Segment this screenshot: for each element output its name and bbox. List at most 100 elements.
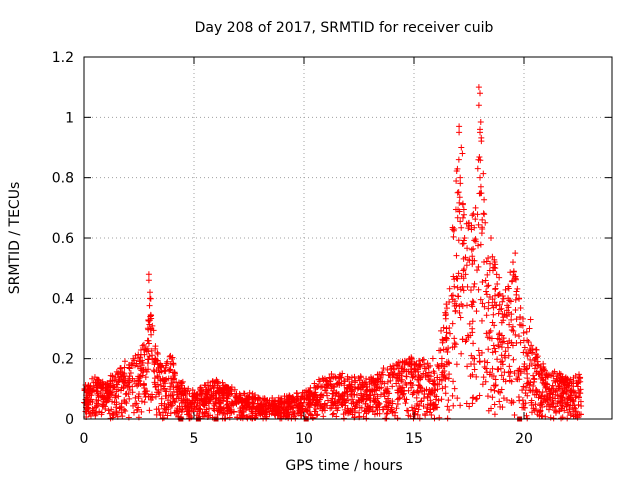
data-point [352,379,359,386]
data-point [205,387,212,394]
data-point [142,390,149,397]
data-point [416,415,423,422]
data-point [456,194,463,201]
data-point [134,406,141,413]
data-point [563,403,570,410]
data-point [321,407,328,414]
data-point [470,245,477,252]
data-point [481,303,488,310]
data-point [451,340,458,347]
data-point [530,372,537,379]
data-point [491,299,498,306]
data-point [224,398,231,405]
data-point [280,404,287,411]
data-point [489,349,496,356]
y-tick-label: 0.2 [52,352,74,368]
data-point [455,206,462,213]
data-point [469,318,476,325]
data-point [533,406,540,413]
data-point [371,398,378,405]
data-point [547,390,554,397]
data-point [459,200,466,207]
data-point [384,385,391,392]
data-point [132,400,139,407]
data-point [408,384,415,391]
data-point [86,410,93,417]
data-point [498,344,505,351]
data-point [547,414,554,421]
data-point [498,372,505,379]
data-point [485,282,492,289]
data-point [393,405,400,412]
data-point [418,398,425,405]
data-point [492,376,499,383]
data-point [159,409,166,416]
data-point [313,412,320,419]
data-point [148,331,155,338]
data-point [152,343,159,350]
data-point [524,370,531,377]
data-point [135,363,142,370]
data-point [485,255,492,262]
data-point [467,287,474,294]
data-point [123,390,130,397]
data-point [441,363,448,370]
data-point [250,395,257,402]
data-point [458,144,465,151]
data-point [481,259,488,266]
data-point [377,391,384,398]
data-point [429,355,436,362]
data-point [496,274,503,281]
data-point [435,397,442,404]
data-point [451,276,458,283]
data-point [121,364,128,371]
data-point [395,389,402,396]
data-point [84,404,91,411]
data-point [477,183,484,190]
data-point [135,381,142,388]
data-point [362,400,369,407]
data-point [463,262,470,269]
data-point [387,369,394,376]
data-point [520,329,527,336]
data-point [471,366,478,373]
data-point [292,402,299,409]
data-point [466,403,473,410]
data-point [346,376,353,383]
data-point [95,376,102,383]
data-point [86,385,93,392]
data-point [510,272,517,279]
data-point [109,414,116,421]
data-point [146,321,153,328]
y-tick-label: 1 [65,110,74,126]
data-point [89,375,96,382]
data-point [329,395,336,402]
data-point [275,403,282,410]
data-point [266,401,273,408]
data-point [202,400,209,407]
data-point [438,355,445,362]
data-point [484,283,491,290]
data-point [518,322,525,329]
data-point [319,383,326,390]
data-point [165,397,172,404]
data-point [526,325,533,332]
data-point [151,379,158,386]
data-point [427,402,434,409]
data-point [455,156,462,163]
data-point [454,275,461,282]
data-point [471,280,478,287]
data-point [571,389,578,396]
data-point [154,389,161,396]
data-point [454,395,461,402]
data-point [308,412,315,419]
data-point [173,389,180,396]
data-point [482,378,489,385]
data-point [512,250,519,257]
data-point [211,407,218,414]
data-point [395,365,402,372]
data-point [99,393,106,400]
data-point [383,398,390,405]
data-point [104,389,111,396]
data-point [458,350,465,357]
